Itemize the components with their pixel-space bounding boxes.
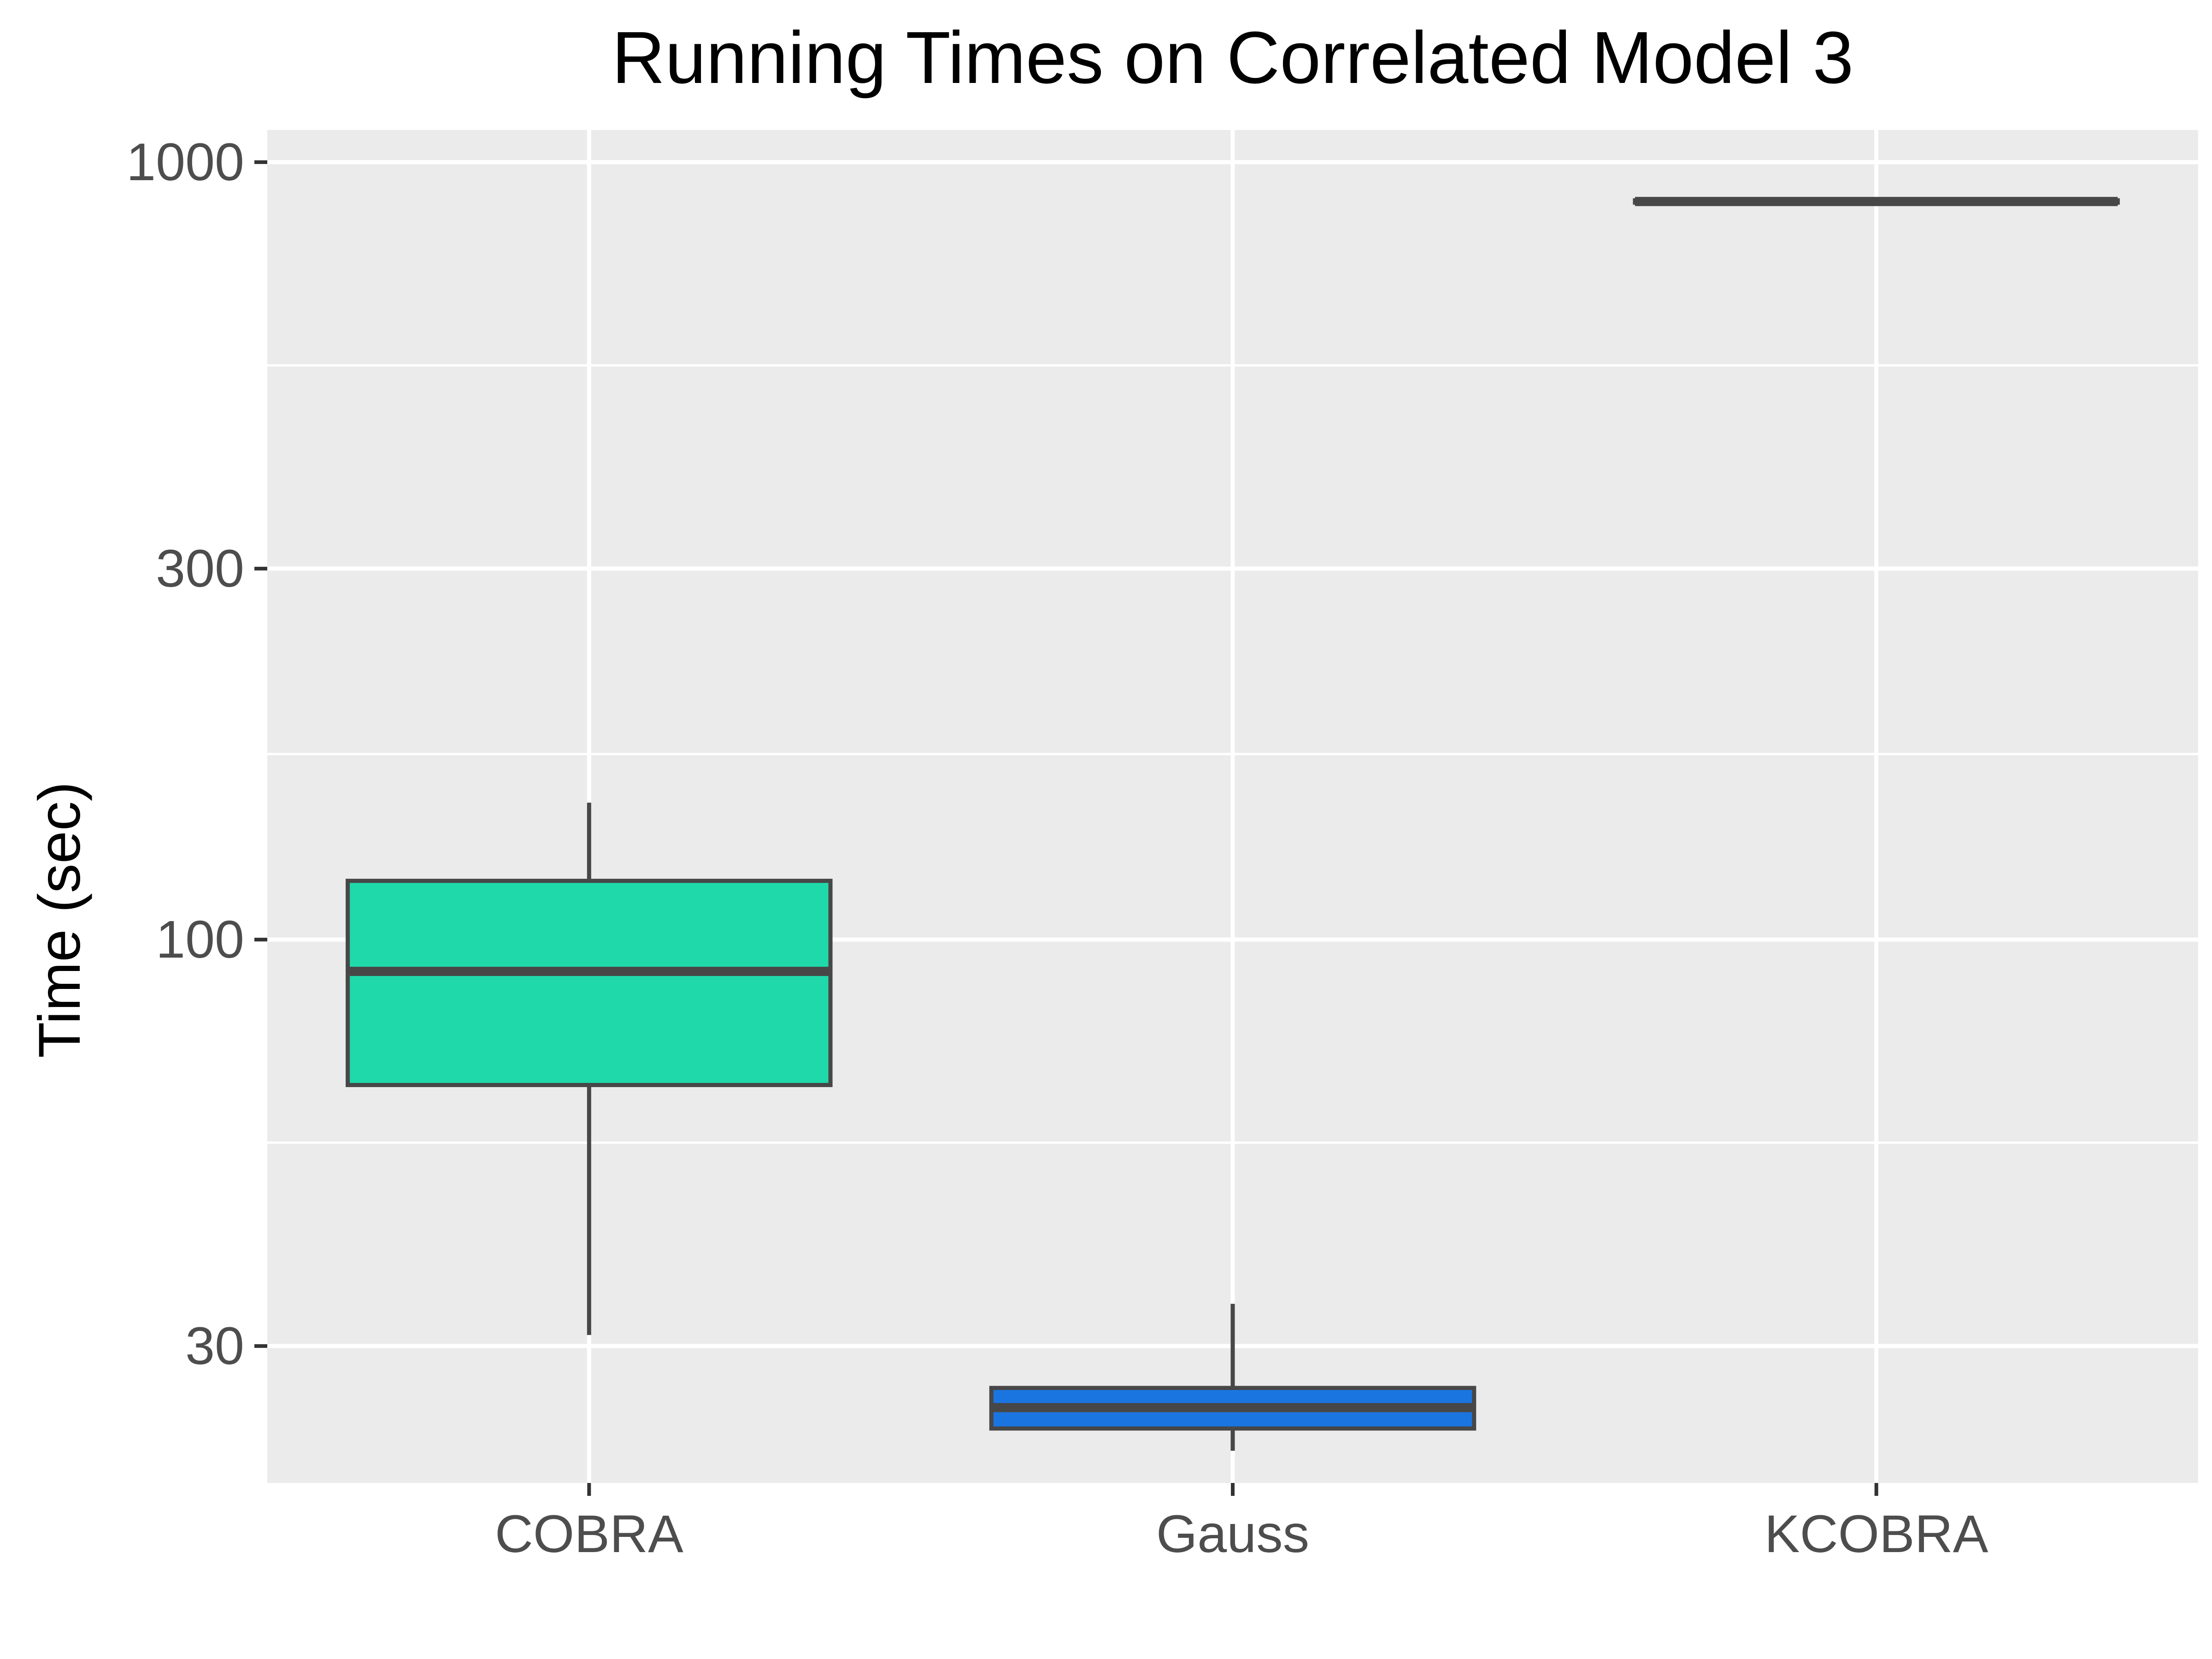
y-tick-label: 1000 xyxy=(126,133,244,192)
x-tick-label: Gauss xyxy=(1156,1505,1309,1564)
box-iqr xyxy=(346,878,833,1087)
y-tick-label: 100 xyxy=(156,910,244,969)
x-tick-label: COBRA xyxy=(495,1505,683,1564)
y-tick-label: 300 xyxy=(156,539,244,598)
y-tick-label: 30 xyxy=(185,1317,244,1376)
x-tick-label: KCOBRA xyxy=(1765,1505,1988,1564)
chart-title: Running Times on Correlated Model 3 xyxy=(612,16,1854,99)
